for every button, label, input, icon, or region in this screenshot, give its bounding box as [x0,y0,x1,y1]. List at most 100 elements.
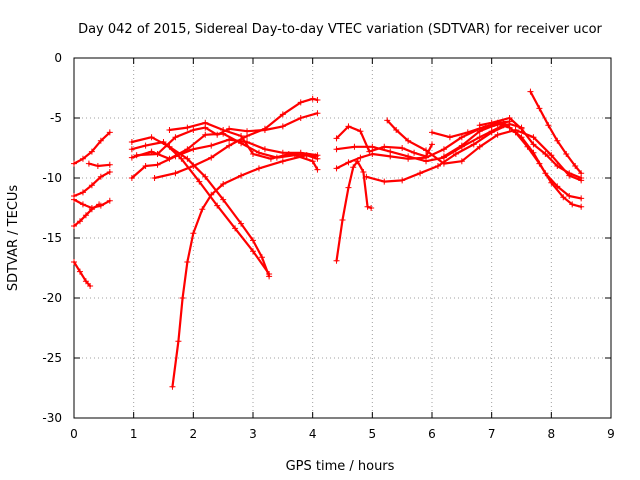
data-point [488,129,495,136]
data-point [261,125,268,132]
data-point [71,259,77,265]
data-point [190,230,197,237]
data-point [184,124,191,131]
series-arc-2 [71,169,113,199]
data-point [88,182,95,189]
data-point [429,129,435,136]
data-point [106,129,113,136]
data-point [220,181,227,187]
data-point [238,133,245,139]
data-point [405,153,412,160]
data-point [79,189,86,196]
series-line [335,125,434,158]
data-point [128,146,135,153]
data-point [309,95,316,102]
data-point [250,237,256,244]
data-point [238,172,245,179]
series-line [153,97,319,180]
series-arc-18 [333,122,507,165]
series-line [335,160,373,262]
data-point [357,128,364,135]
series-arc-15 [333,158,375,264]
data-point [97,137,104,144]
data-point [279,123,286,130]
series-line [130,136,271,278]
data-point [518,125,525,132]
series-arc-6 [85,160,113,169]
data-point [357,154,364,161]
data-point [364,203,371,210]
data-point [202,119,209,126]
data-point [429,141,435,148]
x-tick-label: 4 [309,427,317,441]
data-point [434,163,441,169]
data-point [309,158,316,165]
data-point [572,163,579,169]
data-point [536,160,543,167]
data-point [527,88,534,95]
data-point [384,117,391,124]
data-point [530,134,537,141]
data-point [244,133,251,139]
data-point [142,142,149,149]
data-point [166,127,173,133]
y-tick-label: -30 [42,411,62,425]
series-line [72,260,92,288]
chart-title: Day 042 of 2015, Sidereal Day-to-day VTE… [78,22,602,37]
series-arc-7 [128,134,273,280]
series-line [442,121,583,208]
data-point [411,149,418,156]
data-point [82,278,89,285]
data-point [314,97,321,103]
series-arc-12 [151,95,321,181]
data-point [566,170,573,177]
data-point [154,161,161,168]
y-tick-labels: 0 -5 -10 -15 -20 -25 -30 [42,51,62,425]
data-point [172,170,179,177]
data-point [169,383,176,390]
data-point [76,218,83,225]
data-point [179,295,186,301]
data-point [97,173,104,180]
grid-lines [74,58,611,418]
data-point [476,128,483,135]
data-point [333,135,340,142]
data-point [345,123,352,130]
data-point [94,163,101,169]
x-tick-labels: 0 1 2 3 4 5 6 7 8 9 [70,427,615,441]
series-arc-4 [71,201,103,229]
data-point [196,178,203,185]
series-arc-1 [71,129,113,167]
data-point [440,146,447,153]
y-axis-label: SDTVAR / TECUs [6,185,21,292]
data-point [279,111,286,118]
x-tick-label: 9 [607,427,615,441]
data-point [423,147,430,154]
data-point [88,148,95,155]
x-tick-label: 3 [249,427,257,441]
data-point [333,146,340,153]
data-point [226,142,233,149]
data-point [88,206,95,213]
data-point [255,165,262,172]
data-point [184,259,191,265]
data-point [369,143,376,150]
data-point [232,225,239,232]
data-point [128,175,135,181]
data-point [71,223,77,229]
data-point [238,220,245,227]
x-tick-label: 5 [369,427,377,441]
data-point [399,145,406,151]
data-point [458,158,465,165]
data-point [151,175,158,181]
data-point [488,119,495,126]
data-point [423,158,430,165]
data-point [545,122,552,129]
data-point [387,148,394,155]
data-point [458,134,465,141]
data-point [345,159,352,166]
series-line [335,124,505,163]
series-arc-5 [71,259,94,289]
data-point [172,153,179,160]
data-point [500,119,507,126]
